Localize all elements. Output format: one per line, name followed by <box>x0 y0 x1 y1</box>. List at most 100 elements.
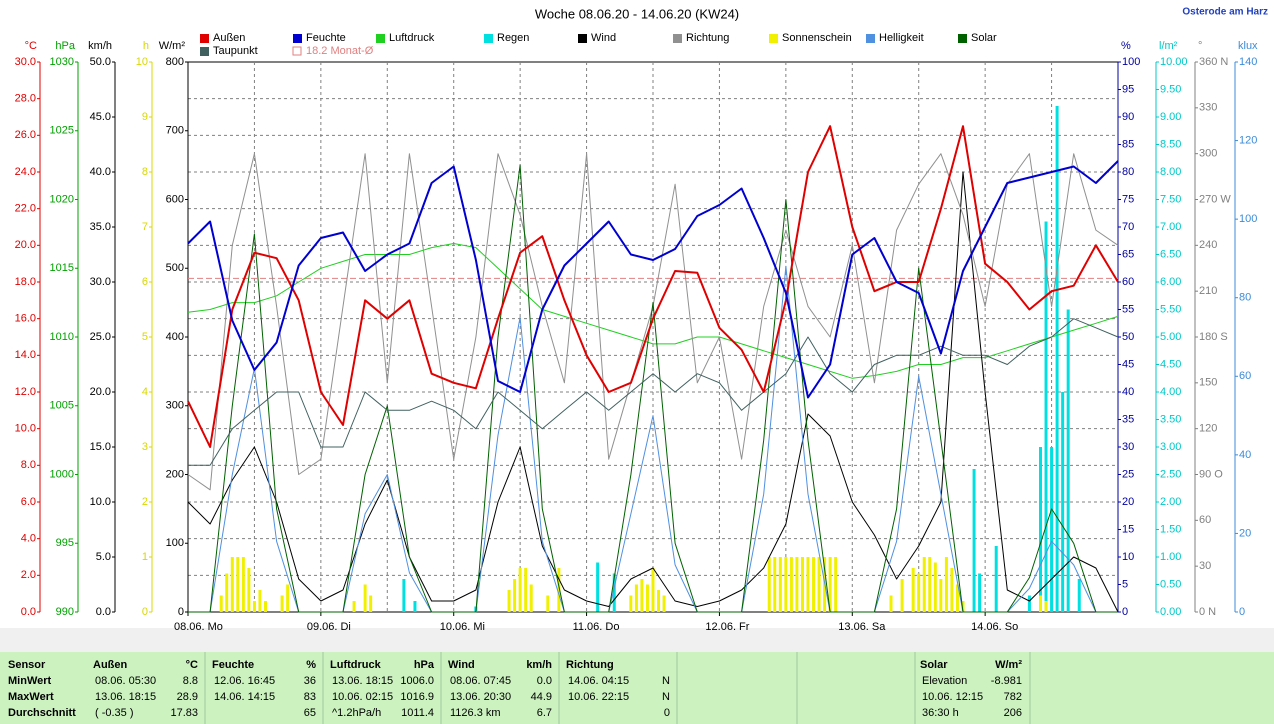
axis-unit: % <box>1121 40 1131 52</box>
axis-unit: km/h <box>88 40 112 52</box>
table-value: 28.9 <box>177 691 198 703</box>
bar <box>978 573 982 612</box>
y-tick-label: 8 <box>142 166 148 178</box>
bar <box>402 579 406 612</box>
legend-label: Außen <box>213 32 245 44</box>
y-tick-label: 40 <box>1122 386 1134 398</box>
y-tick-label: 700 <box>166 125 184 137</box>
y-tick-label: 80 <box>1239 292 1251 304</box>
y-tick-label: 10.0 <box>90 496 111 508</box>
y-tick-label: 25.0 <box>90 331 111 343</box>
bar <box>662 595 666 612</box>
bar <box>773 557 777 612</box>
y-tick-label: 210 <box>1199 285 1217 297</box>
bar <box>972 469 976 612</box>
y-tick-label: 100 <box>1239 213 1257 225</box>
y-tick-label: 3 <box>142 441 148 453</box>
y-tick-label: 12.0 <box>15 386 36 398</box>
y-tick-label: 60 <box>1199 514 1211 526</box>
bar <box>557 568 561 612</box>
bar <box>651 568 655 612</box>
legend-swatch <box>484 34 493 43</box>
table-cell: 36:30 h <box>922 707 959 719</box>
table-cell: 14.06. 04:15 <box>568 675 629 687</box>
x-tick-label: 11.06. Do <box>573 621 620 633</box>
series-line <box>187 243 1119 379</box>
table-value: 8.8 <box>183 675 198 687</box>
y-tick-label: 990 <box>56 606 74 618</box>
y-tick-label: 75 <box>1122 193 1134 205</box>
y-tick-label: 500 <box>166 262 184 274</box>
table-cell: ( -0.35 ) <box>95 707 134 719</box>
y-tick-label: 100 <box>166 537 184 549</box>
y-tick-label: 120 <box>1199 423 1217 435</box>
legend-swatch <box>673 34 682 43</box>
table-header: Richtung <box>566 659 614 671</box>
y-tick-label: 300 <box>166 400 184 412</box>
legend-label: Sonnenschein <box>782 32 852 44</box>
legend-swatch <box>376 34 385 43</box>
y-tick-label: 200 <box>166 468 184 480</box>
bar <box>767 557 771 612</box>
table-row-label: Durchschnitt <box>8 707 76 719</box>
bar <box>518 568 522 612</box>
bar <box>1055 106 1059 612</box>
axis-unit: ° <box>1198 40 1202 52</box>
location: Osterode am Harz <box>1182 7 1268 18</box>
x-tick-label: 08.06. Mo <box>174 621 223 633</box>
y-tick-label: 10 <box>1122 551 1134 563</box>
legend-label: Wind <box>591 32 616 44</box>
legend-label: Taupunkt <box>213 45 258 57</box>
y-tick-label: 0.0 <box>21 606 36 618</box>
bar <box>806 557 810 612</box>
bar <box>645 584 649 612</box>
bar <box>513 579 517 612</box>
bar <box>961 601 965 612</box>
y-tick-label: 0.0 <box>96 606 111 618</box>
x-tick-label: 09.06. Di <box>307 621 351 633</box>
bar <box>225 573 229 612</box>
table-unit: W/m² <box>995 659 1022 671</box>
bar <box>612 573 616 612</box>
legend-label: Richtung <box>686 32 729 44</box>
y-tick-label: 150 <box>1199 377 1217 389</box>
y-tick-label: 40.0 <box>90 166 111 178</box>
table-value: 206 <box>1004 707 1022 719</box>
table-cell: 10.06. 02:15 <box>332 691 393 703</box>
bar <box>241 557 245 612</box>
y-tick-label: 25 <box>1122 468 1134 480</box>
bar <box>784 557 788 612</box>
axis-unit: h <box>143 40 149 52</box>
table-cell: 10.06. 22:15 <box>568 691 629 703</box>
y-tick-label: 55 <box>1122 303 1134 315</box>
y-tick-label: 3.50 <box>1160 413 1181 425</box>
bar <box>236 557 240 612</box>
bar <box>1044 221 1048 612</box>
bar <box>640 579 644 612</box>
y-tick-label: 270 W <box>1199 193 1231 205</box>
bar <box>950 568 954 612</box>
y-tick-label: 15 <box>1122 523 1134 535</box>
bar <box>911 568 915 612</box>
bar <box>944 557 948 612</box>
y-tick-label: 40 <box>1239 449 1251 461</box>
y-tick-label: 6.00 <box>1160 276 1181 288</box>
bar <box>955 584 959 612</box>
y-tick-label: 22.0 <box>15 203 36 215</box>
bar <box>1039 447 1042 612</box>
bar <box>933 562 937 612</box>
y-tick-label: 0 <box>142 606 148 618</box>
y-tick-label: 10 <box>136 56 148 68</box>
y-tick-label: 90 <box>1122 111 1134 123</box>
y-tick-label: 5.50 <box>1160 303 1181 315</box>
table-value: 83 <box>304 691 316 703</box>
y-tick-label: 240 <box>1199 239 1217 251</box>
y-tick-label: 24.0 <box>15 166 36 178</box>
table-header: Luftdruck <box>330 659 382 671</box>
y-tick-label: 1.50 <box>1160 523 1181 535</box>
x-tick-label: 14.06. So <box>971 621 1018 633</box>
bar <box>230 557 234 612</box>
bar <box>286 584 290 612</box>
legend-swatch <box>578 34 587 43</box>
bar <box>1050 447 1054 612</box>
